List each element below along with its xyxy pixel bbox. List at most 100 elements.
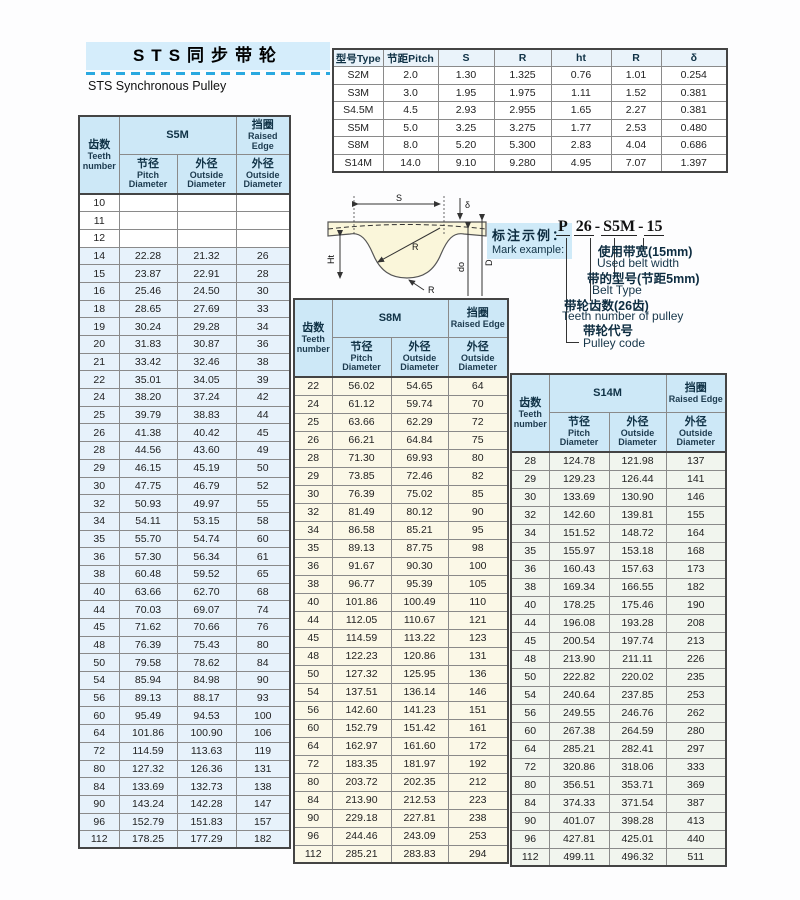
- table-cell: 85: [447, 484, 509, 504]
- table-cell: 40.42: [176, 423, 237, 443]
- table-cell: 2.53: [610, 118, 662, 137]
- table-cell: 56: [293, 700, 333, 720]
- table-cell: 28: [78, 441, 120, 460]
- table-cell: 142.60: [548, 505, 610, 525]
- table-cell: 208: [665, 613, 727, 633]
- table-cell: 129.23: [548, 469, 610, 489]
- table-cell: 48: [293, 646, 333, 666]
- table-cell: [176, 228, 237, 248]
- table-cell: 212: [447, 772, 509, 792]
- table-cell: 283.83: [390, 844, 449, 864]
- table-cell: 138: [235, 777, 291, 796]
- table-cell: 34.05: [176, 370, 237, 390]
- table-row: 38 169.34 166.55 182: [510, 577, 727, 597]
- table-cell: 1.01: [610, 66, 662, 85]
- table-cell: 133.69: [548, 487, 610, 507]
- table-cell: 152.79: [118, 812, 178, 832]
- table-cell: 294: [447, 844, 509, 864]
- dim-ht-label: Ht: [326, 255, 336, 264]
- table-cell: 1.52: [610, 83, 662, 102]
- table-cell: 213: [665, 631, 727, 651]
- table-cell: 64: [447, 376, 509, 396]
- table-cell: 12: [78, 228, 120, 248]
- table-cell: 60: [293, 718, 333, 738]
- table-cell: [235, 193, 291, 213]
- table-cell: 183.35: [331, 754, 392, 774]
- table-cell: 8.0: [382, 136, 439, 155]
- table-cell: 50: [78, 653, 120, 673]
- table-cell: 333: [665, 757, 727, 777]
- table-cell: 70: [447, 394, 509, 414]
- table-cell: 22: [78, 370, 120, 390]
- table-cell: 0.254: [660, 66, 728, 85]
- table-cell: 142.28: [176, 794, 237, 814]
- table-cell: 14: [78, 246, 120, 266]
- table-cell: 371.54: [608, 793, 667, 813]
- table-cell: 148.72: [608, 523, 667, 543]
- table-row: 80 127.32 126.36 131: [78, 759, 291, 779]
- table-cell: 29.28: [176, 317, 237, 336]
- table-cell: 253: [665, 685, 727, 705]
- table-cell: 44: [510, 613, 550, 633]
- table-cell: 7.07: [610, 153, 662, 172]
- table-row: S14M 14.0 9.10 9.280 4.95 7.07 1.397: [332, 153, 728, 172]
- table-cell: 96: [510, 829, 550, 849]
- table-cell: 82: [447, 466, 509, 486]
- table-cell: 110.67: [390, 610, 449, 630]
- table-cell: 4.5: [382, 101, 439, 120]
- table-cell: 121.98: [608, 451, 667, 471]
- table-row: 45 114.59 113.22 123: [293, 628, 509, 648]
- table-row: 15 23.87 22.91 28: [78, 264, 291, 283]
- table-cell: 45: [78, 618, 120, 637]
- table-cell: 5.0: [382, 118, 439, 137]
- table-cell: 203.72: [331, 772, 392, 792]
- table-cell: [235, 211, 291, 230]
- annotation-belt-width-cn: 使用带宽(15mm): [598, 245, 693, 259]
- table-cell: 297: [665, 739, 727, 759]
- table-cell: 413: [665, 811, 727, 831]
- table-row: 90 401.07 398.28 413: [510, 811, 727, 831]
- table-cell: 142.60: [331, 700, 392, 720]
- table-cell: 44.56: [118, 441, 178, 460]
- table-cell: 100: [447, 556, 509, 576]
- table-cell: 30: [235, 281, 291, 301]
- table-row: 48 76.39 75.43 80: [78, 635, 291, 655]
- table-row: 38 60.48 59.52 65: [78, 564, 291, 584]
- table-cell: 253: [447, 826, 509, 846]
- table-cell: 10: [78, 193, 120, 213]
- table-row: 112 499.11 496.32 511: [510, 847, 727, 867]
- table-cell: 80: [510, 775, 550, 795]
- page-title-text: STS同步带轮: [132, 46, 284, 65]
- table-row: 50 79.58 78.62 84: [78, 653, 291, 673]
- table-cell: 38: [235, 352, 291, 372]
- table-cell: 87.75: [390, 538, 449, 558]
- table-cell: 157: [235, 812, 291, 832]
- table-cell: 35.01: [118, 370, 178, 390]
- table-cell: 4.95: [550, 153, 612, 172]
- table-cell: 64: [78, 724, 120, 743]
- table-cell: 101.86: [331, 592, 392, 612]
- table-row: 54 85.94 84.98 90: [78, 671, 291, 690]
- table-cell: 190: [665, 595, 727, 615]
- table-cell: [118, 193, 178, 213]
- table-cell: 2.93: [437, 101, 495, 120]
- table-row: 36 160.43 157.63 173: [510, 559, 727, 579]
- raised-outside-diameter-header: 外径 Outside Diameter: [235, 153, 291, 195]
- table-cell: 211.11: [608, 649, 667, 669]
- table-cell: 72: [293, 754, 333, 774]
- s14m-header-row2: 节径 Pitch Diameter 外径 Outside Diameter 外径…: [511, 411, 727, 453]
- table-cell: S4.5M: [332, 101, 384, 120]
- table-cell: 141.23: [390, 700, 449, 720]
- table-cell: 425.01: [608, 829, 667, 849]
- table-cell: [176, 193, 237, 213]
- table-cell: 36: [78, 547, 120, 566]
- table-cell: 48: [78, 635, 120, 655]
- table-row: 12: [78, 228, 291, 248]
- mark-example-code: P 26- S5M -15: [556, 218, 665, 236]
- dim-s-label: S: [396, 193, 402, 203]
- table-cell: 73.85: [331, 466, 392, 486]
- table-cell: 282.41: [608, 739, 667, 759]
- table-cell: 120.86: [390, 646, 449, 666]
- table-cell: 499.11: [548, 847, 610, 867]
